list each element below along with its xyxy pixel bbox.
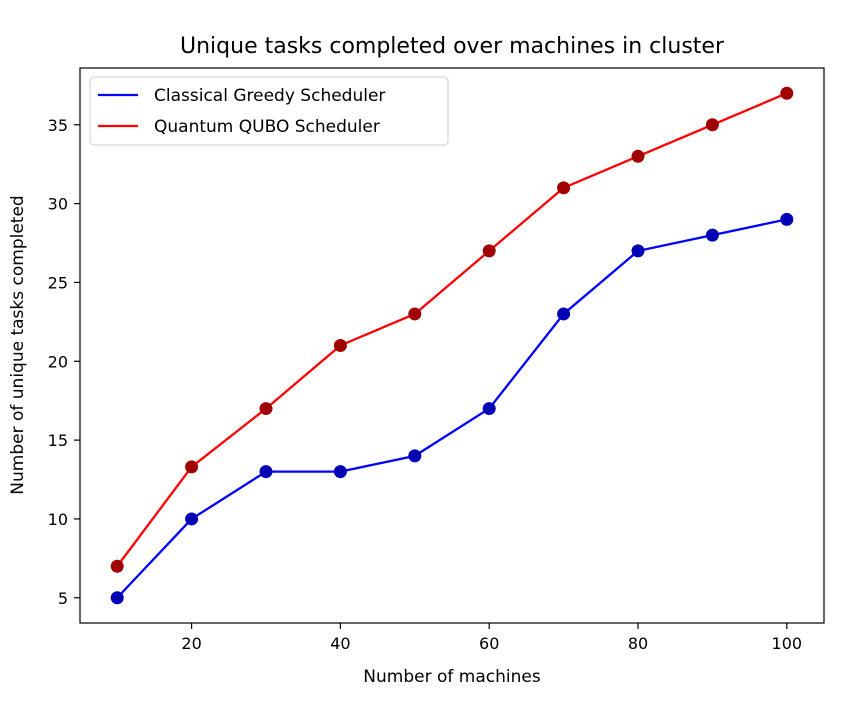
data-point [557,181,571,195]
series-line [116,218,788,599]
data-point [705,118,719,132]
x-tick-label: 20 [181,634,201,653]
chart-title: Unique tasks completed over machines in … [180,34,725,59]
series-1 [110,212,794,605]
data-point [780,212,794,226]
data-point [780,86,794,100]
data-point [110,559,124,573]
y-axis-ticks: 5 10 15 20 25 30 35 [48,116,80,608]
x-axis-ticks: 20 40 60 80 100 [181,623,802,653]
data-point [333,465,347,479]
legend-label: Quantum QUBO Scheduler [154,117,380,137]
y-tick-label: 30 [48,195,68,214]
data-point [482,402,496,416]
data-point [408,307,422,321]
data-point [110,591,124,605]
x-tick-label: 100 [772,634,803,653]
data-point [631,244,645,258]
series-2 [110,86,794,573]
data-point [333,339,347,352]
x-axis-label: Number of machines [363,667,541,687]
y-axis-label: Number of unique tasks completed [8,195,28,494]
data-point [631,149,645,163]
data-point [185,460,199,474]
y-tick-label: 15 [48,431,68,450]
x-tick-label: 80 [628,634,648,653]
data-point [482,244,496,258]
legend-label: Classical Greedy Scheduler [154,86,385,106]
legend-box [89,76,449,146]
y-tick-label: 20 [48,352,68,371]
legend: Classical Greedy Scheduler Quantum QUBO S… [89,76,449,146]
data-point [705,228,719,242]
data-point [259,402,273,416]
data-point [557,307,571,321]
data-point [259,465,273,479]
data-point [185,512,199,526]
x-tick-label: 60 [479,634,499,653]
y-tick-label: 35 [48,116,68,135]
y-tick-label: 25 [48,273,68,292]
plot-area [110,86,794,605]
y-tick-label: 10 [48,510,68,529]
x-tick-label: 40 [330,634,350,653]
y-tick-label: 5 [58,589,68,608]
series-line [116,92,788,567]
axes-frame [79,67,825,624]
data-point [408,449,422,463]
